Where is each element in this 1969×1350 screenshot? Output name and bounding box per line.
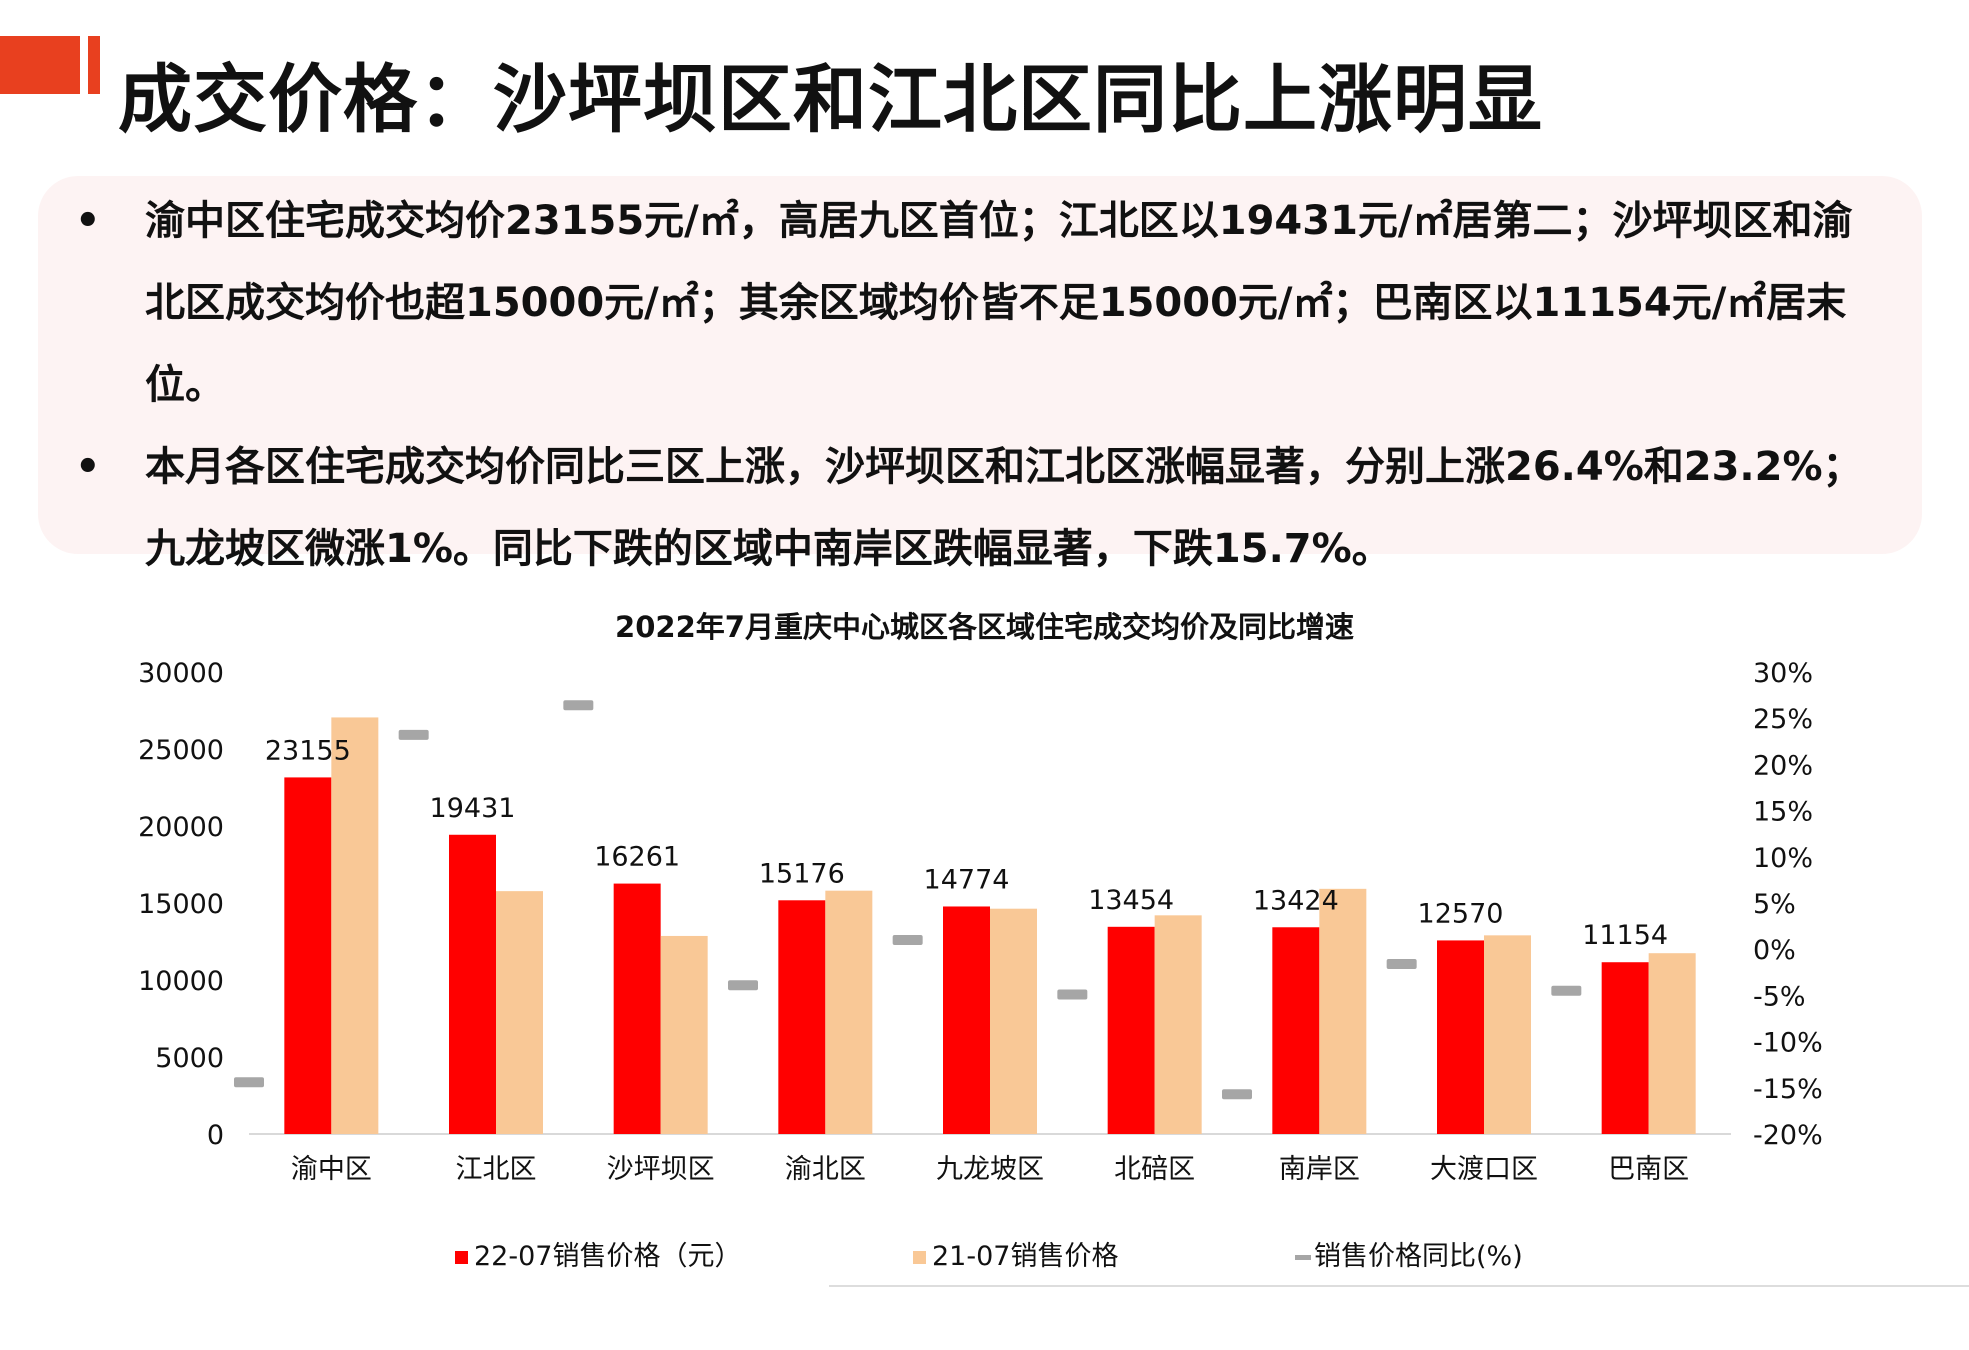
yoy-marker xyxy=(1057,989,1088,1000)
y2-tick-label: 10% xyxy=(1753,843,1813,874)
yoy-marker xyxy=(1386,958,1417,969)
yoy-marker xyxy=(234,1077,264,1088)
y2-tick-label: 25% xyxy=(1753,704,1813,735)
y-tick-label: 15000 xyxy=(138,889,224,920)
bullet-item: • 本月各区住宅成交均价同比三区上涨，沙坪坝区和江北区涨幅显著，分别上涨26.4%… xyxy=(70,426,1870,590)
legend-label: 22-07销售价格（元） xyxy=(474,1241,742,1272)
x-tick-label: 沙坪坝区 xyxy=(607,1154,715,1185)
y-tick-label: 25000 xyxy=(138,735,224,766)
yoy-marker xyxy=(1222,1089,1252,1100)
data-label: 11154 xyxy=(1582,920,1668,951)
data-label: 14774 xyxy=(924,864,1010,895)
page-title: 成交价格：沙坪坝区和江北区同比上涨明显 xyxy=(118,57,1543,143)
bar-2022 xyxy=(943,906,990,1134)
x-tick-label: 江北区 xyxy=(456,1154,537,1185)
bar-2021 xyxy=(1648,953,1696,1134)
bar-2022 xyxy=(1601,962,1649,1134)
x-tick-label: 巴南区 xyxy=(1608,1154,1689,1185)
x-tick-label: 渝中区 xyxy=(291,1154,372,1185)
bar-2022 xyxy=(778,900,826,1134)
y-tick-label: 30000 xyxy=(138,658,224,689)
header-accent-bar xyxy=(88,36,100,94)
bar-2022 xyxy=(613,883,661,1134)
legend-label: 销售价格同比(%) xyxy=(1314,1241,1523,1272)
bullet-marker: • xyxy=(75,444,101,490)
bar-2022 xyxy=(284,777,332,1134)
bullet-text: 渝中区住宅成交均价23155元/㎡，高居九区首位；江北区以19431元/㎡居第二… xyxy=(145,198,1853,408)
yoy-marker xyxy=(892,934,923,945)
y-tick-label: 0 xyxy=(207,1120,224,1151)
y2-tick-label: 5% xyxy=(1753,889,1796,920)
bar-2022 xyxy=(1272,927,1320,1134)
legend-swatch xyxy=(455,1251,468,1264)
y2-tick-label: -15% xyxy=(1753,1074,1823,1105)
x-tick-label: 北碚区 xyxy=(1114,1154,1195,1185)
chart-title: 2022年7月重庆中心城区各区域住宅成交均价及同比增速 xyxy=(615,610,1354,644)
y-tick-label: 20000 xyxy=(138,812,224,843)
summary-bullets: • 渝中区住宅成交均价23155元/㎡，高居九区首位；江北区以19431元/㎡居第… xyxy=(70,180,1870,590)
legend-item-2022: 22-07销售价格（元） xyxy=(455,1234,741,1273)
data-label: 15176 xyxy=(759,858,845,889)
legend-swatch xyxy=(1295,1255,1311,1260)
bar-2021 xyxy=(331,717,379,1134)
data-label: 13424 xyxy=(1253,885,1339,916)
bullet-marker: • xyxy=(75,198,101,244)
divider xyxy=(829,1285,1969,1287)
data-label: 16261 xyxy=(594,842,680,873)
bar-2021 xyxy=(990,908,1037,1134)
yoy-marker xyxy=(563,700,594,711)
yoy-marker xyxy=(1551,985,1582,996)
bar-2021 xyxy=(1484,935,1531,1134)
y2-tick-label: 20% xyxy=(1753,750,1813,781)
summary-box xyxy=(38,176,1922,554)
y2-tick-label: 30% xyxy=(1753,658,1813,689)
legend-item-yoy: 销售价格同比(%) xyxy=(1295,1234,1523,1273)
x-tick-label: 渝北区 xyxy=(785,1154,866,1185)
y2-tick-label: -10% xyxy=(1753,1028,1823,1059)
y-tick-label: 10000 xyxy=(138,966,224,997)
y2-tick-label: 15% xyxy=(1753,797,1813,828)
bar-2022 xyxy=(449,834,496,1134)
x-tick-label: 九龙坡区 xyxy=(936,1154,1044,1185)
bar-2022 xyxy=(1437,940,1484,1134)
data-label: 12570 xyxy=(1418,898,1504,929)
data-label: 19431 xyxy=(430,793,516,824)
x-tick-label: 大渡口区 xyxy=(1430,1154,1538,1185)
bar-2021 xyxy=(496,891,543,1134)
bullet-text: 本月各区住宅成交均价同比三区上涨，沙坪坝区和江北区涨幅显著，分别上涨26.4%和… xyxy=(145,444,1863,572)
bullet-item: • 渝中区住宅成交均价23155元/㎡，高居九区首位；江北区以19431元/㎡居第… xyxy=(70,180,1870,426)
header-accent-block xyxy=(0,36,80,94)
data-label: 13454 xyxy=(1088,885,1174,916)
bar-2022 xyxy=(1107,926,1155,1134)
y2-tick-label: -20% xyxy=(1753,1120,1823,1151)
legend-swatch xyxy=(913,1251,926,1264)
bar-2021 xyxy=(825,890,873,1134)
bar-2021 xyxy=(660,935,708,1134)
legend-label: 21-07销售价格 xyxy=(932,1241,1119,1272)
y2-tick-label: 0% xyxy=(1753,935,1796,966)
data-label: 23155 xyxy=(265,735,351,766)
y-tick-label: 5000 xyxy=(155,1043,224,1074)
bar-2021 xyxy=(1319,888,1367,1134)
x-tick-label: 南岸区 xyxy=(1279,1154,1360,1185)
yoy-marker xyxy=(728,980,758,991)
yoy-marker xyxy=(398,729,429,740)
y2-tick-label: -5% xyxy=(1753,981,1806,1012)
bar-2021 xyxy=(1154,915,1202,1134)
legend-item-2021: 21-07销售价格 xyxy=(913,1234,1118,1273)
